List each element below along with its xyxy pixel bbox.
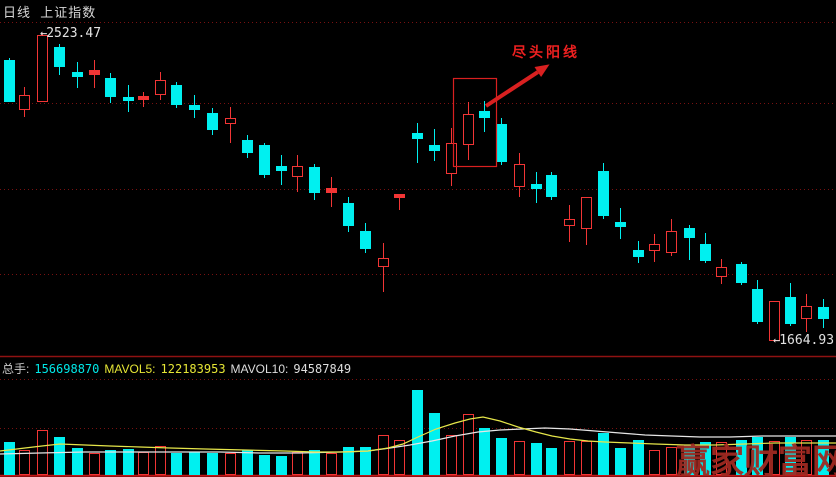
- swing-high-label: ←2523.47: [40, 26, 101, 41]
- mavol5-label: MAVOL5:: [104, 362, 156, 376]
- volume-value: 156698870: [34, 362, 100, 376]
- chart-title: 日线 上证指数: [3, 5, 97, 20]
- callout-label-exhaustion-yang-line: 尽头阳线: [512, 44, 580, 60]
- swing-low-label: ←1664.93: [773, 333, 834, 348]
- swing-high-value: 2523.47: [46, 26, 102, 41]
- site-watermark: 赢家财富网: [676, 442, 836, 477]
- swing-low-value: 1664.93: [779, 333, 835, 348]
- mavol10-value: 94587849: [293, 362, 352, 376]
- left-arrow-icon: ←: [40, 26, 47, 40]
- volume-readout: 总手: 156698870 MAVOL5: 122183953 MAVOL10: 9458…: [2, 360, 356, 377]
- mavol5-value: 122183953: [160, 362, 226, 376]
- volume-label: 总手:: [2, 362, 30, 376]
- left-arrow-icon: ←: [773, 333, 780, 347]
- mavol10-label: MAVOL10:: [230, 362, 289, 376]
